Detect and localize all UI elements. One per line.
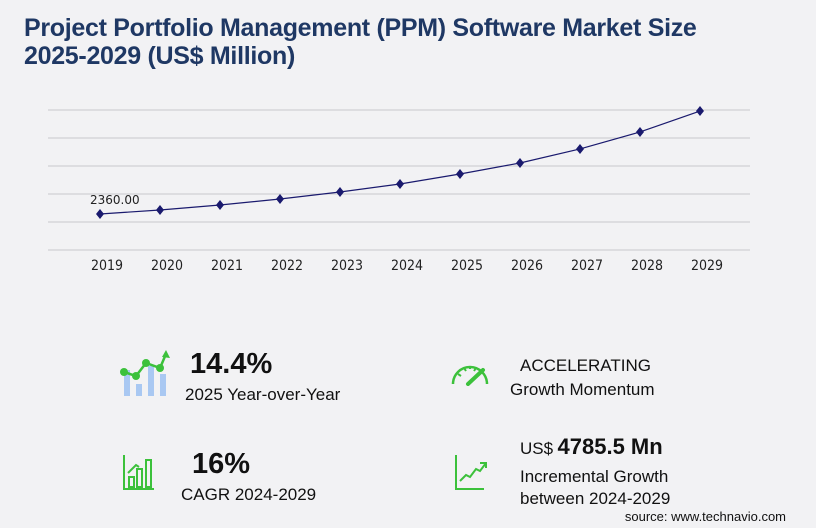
x-tick-label: 2026 bbox=[511, 258, 543, 274]
title-line-2: 2025-2029 (US$ Million) bbox=[24, 42, 295, 70]
x-tick-label: 2027 bbox=[571, 258, 603, 274]
momentum-value: ACCELERATING bbox=[520, 356, 651, 375]
data-point-2024 bbox=[396, 178, 404, 189]
title-line-1: Project Portfolio Management (PPM) Softw… bbox=[24, 14, 697, 42]
bar-chart-icon bbox=[123, 455, 154, 490]
data-point-2028 bbox=[636, 126, 644, 137]
x-tick-label: 2019 bbox=[91, 258, 123, 274]
x-tick-label: 2024 bbox=[391, 258, 423, 274]
data-point-2026 bbox=[516, 157, 524, 168]
x-tick-label: 2029 bbox=[691, 258, 723, 274]
data-point-2029 bbox=[696, 106, 704, 117]
data-point-2022 bbox=[276, 194, 284, 205]
trend-up-icon bbox=[455, 455, 487, 490]
series-line bbox=[99, 110, 701, 215]
yoy-value: 14.4% bbox=[190, 348, 273, 380]
momentum-label: Growth Momentum bbox=[510, 380, 655, 399]
data-point-2027 bbox=[576, 143, 584, 154]
incremental-label-1: Incremental Growth bbox=[520, 467, 669, 486]
yoy-label: 2025 Year-over-Year bbox=[185, 385, 341, 404]
chart-title: Project Portfolio Management (PPM) Softw… bbox=[24, 14, 697, 70]
x-tick-label: 2028 bbox=[631, 258, 663, 274]
incremental-growth: US$ 4785.5 Mn bbox=[520, 434, 663, 460]
growth-chart-icon bbox=[120, 350, 170, 396]
speedometer-icon bbox=[451, 365, 489, 386]
data-point-2020 bbox=[156, 205, 164, 216]
data-point-2023 bbox=[336, 187, 344, 198]
x-tick-label: 2021 bbox=[211, 258, 243, 274]
x-tick-label: 2020 bbox=[151, 258, 183, 274]
cagr-label: CAGR 2024-2029 bbox=[181, 485, 317, 504]
currency-prefix: US$ bbox=[520, 439, 554, 458]
source-text: source: www.technavio.com bbox=[624, 509, 786, 524]
x-tick-label: 2025 bbox=[451, 258, 483, 274]
data-point-2021 bbox=[216, 200, 224, 211]
x-tick-label: 2023 bbox=[331, 258, 363, 274]
data-label: 2360.00 bbox=[90, 193, 140, 207]
line-chart: 2019 2360.00 2020 2021 2022 2023 2024 2025 2026 2… bbox=[48, 106, 750, 274]
data-point-2025 bbox=[456, 168, 464, 179]
cagr-value: 16% bbox=[192, 448, 251, 480]
data-point-2019 bbox=[96, 209, 104, 220]
incremental-value: 4785.5 Mn bbox=[557, 434, 663, 459]
x-tick-label: 2022 bbox=[271, 258, 303, 274]
incremental-label-2: between 2024-2029 bbox=[520, 489, 671, 508]
